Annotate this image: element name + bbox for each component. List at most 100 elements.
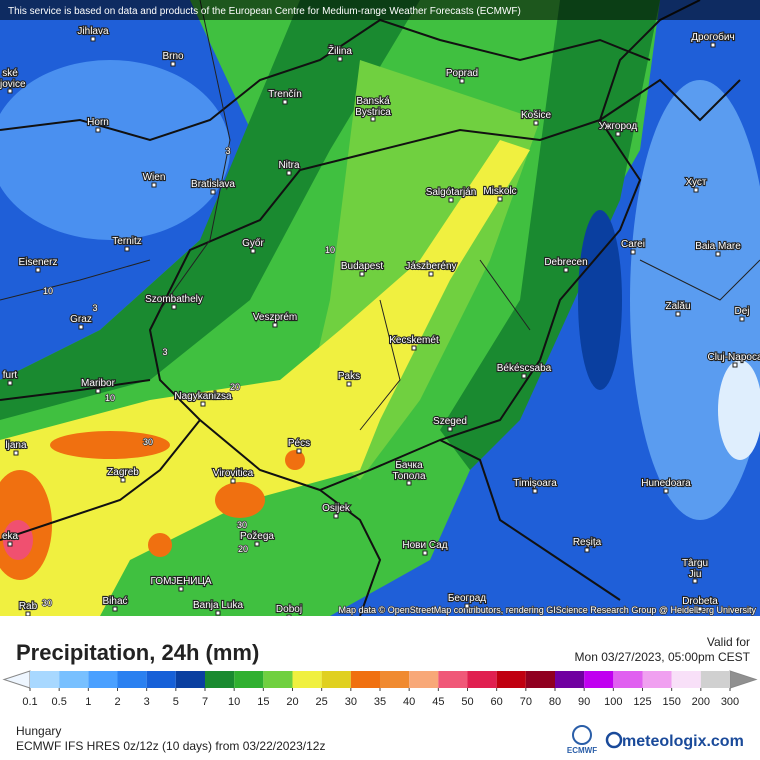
place-dot	[272, 322, 278, 328]
place-dot	[200, 401, 206, 407]
tick-label: 300	[721, 696, 739, 708]
tick-label: 20	[286, 696, 298, 708]
place-label: Graz	[70, 314, 92, 325]
place-dot	[459, 78, 465, 84]
color-box	[59, 671, 89, 688]
place-label: Дрогобич	[691, 31, 734, 43]
place-label: ějovice	[0, 79, 26, 90]
place-label: Ужгород	[599, 121, 638, 132]
place-dot	[732, 362, 738, 368]
place-dot	[448, 197, 454, 203]
place-label: Drobeta	[682, 596, 718, 607]
place-dot	[178, 586, 184, 592]
tick-label: 7	[202, 696, 208, 708]
color-box	[292, 671, 322, 688]
tick-label: 100	[604, 696, 622, 708]
place-dot	[171, 304, 177, 310]
place-dot	[346, 381, 352, 387]
place-dot	[95, 388, 101, 394]
place-label: Zalău	[665, 301, 690, 312]
place-label: Maribor	[81, 378, 116, 389]
tick-label: 60	[491, 696, 503, 708]
place-dot	[739, 316, 745, 322]
place-label: Ternitz	[112, 236, 141, 247]
contour-label: 3	[92, 303, 97, 313]
place-dot	[7, 88, 13, 94]
color-box	[613, 671, 643, 688]
place-label: Dej	[734, 306, 749, 317]
color-box	[380, 671, 410, 688]
place-label: Timișoara	[513, 478, 557, 489]
place-label: Jiu	[689, 569, 702, 580]
place-label: Kecskemét	[389, 335, 439, 346]
place-label: Jihlava	[77, 26, 109, 37]
place-dot	[337, 56, 343, 62]
place-label: Košice	[521, 110, 551, 121]
place-label: Bystrica	[355, 107, 391, 118]
contour-label: 10	[105, 393, 115, 403]
place-dot	[521, 373, 527, 379]
region: Hungary	[16, 724, 61, 738]
place-dot	[112, 606, 118, 612]
tick-label: 1	[85, 696, 91, 708]
place-dot	[282, 99, 288, 105]
place-label: eka	[2, 531, 19, 542]
contour-label: 10	[43, 286, 53, 296]
ecmwf-label: ECMWF	[567, 746, 597, 755]
color-box	[321, 671, 351, 688]
color-box	[555, 671, 585, 688]
contour-label: 20	[230, 382, 240, 392]
color-box	[467, 671, 497, 688]
color-box	[496, 671, 526, 688]
place-dot	[7, 380, 13, 386]
tick-label: 5	[173, 696, 179, 708]
place-label: Osijek	[322, 503, 351, 514]
place-label: Žilina	[328, 44, 352, 57]
valid-label: Valid for	[707, 635, 750, 649]
tick-label: 90	[578, 696, 590, 708]
color-box	[88, 671, 118, 688]
color-box	[642, 671, 672, 688]
color-box	[700, 671, 730, 688]
place-label: Rab	[19, 601, 38, 612]
place-label: Cluj-Napoca	[707, 352, 760, 363]
place-dot	[615, 131, 621, 137]
place-dot	[447, 426, 453, 432]
place-dot	[697, 606, 703, 612]
color-box	[117, 671, 147, 688]
place-dot	[428, 271, 434, 277]
contour-label: 20	[238, 544, 248, 554]
contour-label: 10	[325, 245, 335, 255]
color-box	[205, 671, 235, 688]
place-label: Хуст	[686, 177, 707, 188]
place-label: Zagreb	[107, 467, 139, 478]
place-label: Debrecen	[544, 257, 587, 268]
contour-label: 3	[162, 347, 167, 357]
color-box	[263, 671, 293, 688]
tick-label: 10	[228, 696, 240, 708]
brand: meteologix.com	[622, 733, 744, 750]
place-label: Požega	[240, 531, 274, 542]
tick-label: 200	[692, 696, 710, 708]
place-label: Szombathely	[145, 294, 203, 305]
tick-label: 35	[374, 696, 386, 708]
place-label: Szeged	[433, 416, 467, 427]
place-label: ГОМЈЕНИЦА	[150, 576, 211, 587]
place-dot	[715, 251, 721, 257]
place-dot	[151, 182, 157, 188]
place-label: Reșița	[573, 537, 602, 548]
place-dot	[406, 480, 412, 486]
legend-title: Precipitation, 24h (mm)	[16, 640, 259, 665]
place-label: furt	[3, 370, 18, 381]
color-box	[146, 671, 176, 688]
color-box	[525, 671, 555, 688]
tick-label: 40	[403, 696, 415, 708]
place-dot	[170, 61, 176, 67]
place-label: ljana	[5, 440, 27, 451]
place-dot	[120, 477, 126, 483]
place-label: Carei	[621, 239, 645, 250]
place-label: Virovitica	[213, 468, 254, 479]
places: Jihlava Brno Žilina Poprad Дрогобич skéějovic…	[0, 25, 760, 620]
place-dot	[35, 267, 41, 273]
